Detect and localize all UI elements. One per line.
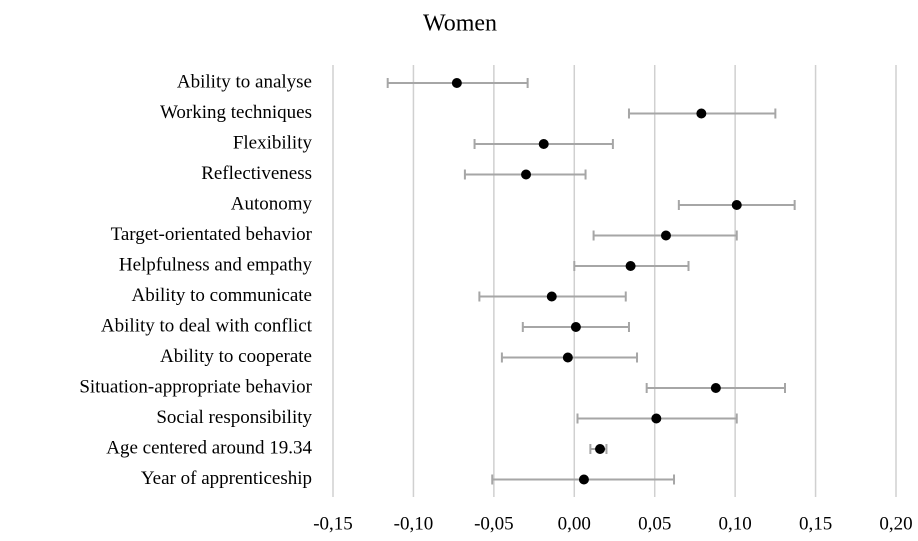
point <box>696 108 707 119</box>
point <box>660 230 671 241</box>
y-tick-label: Ability to cooperate <box>160 346 312 367</box>
x-tick-label: -0,10 <box>394 513 434 534</box>
y-tick-label: Ability to analyse <box>177 71 312 92</box>
y-tick-label: Social responsibility <box>156 407 312 428</box>
point <box>625 261 636 271</box>
point <box>731 200 742 210</box>
point <box>710 383 721 393</box>
point <box>651 413 662 424</box>
x-tick-label: 0,10 <box>719 513 752 534</box>
point <box>562 352 573 363</box>
chart-title: Women <box>423 11 497 37</box>
point <box>570 322 581 332</box>
x-tick-label: 0,05 <box>638 513 671 534</box>
y-tick-label: Target-orientated behavior <box>111 224 313 245</box>
y-tick-label: Flexibility <box>233 132 313 153</box>
y-tick-label: Ability to communicate <box>132 285 312 306</box>
y-tick-label: Reflectiveness <box>201 163 312 184</box>
y-tick-label: Helpfulness and empathy <box>119 254 313 275</box>
x-tick-label: -0,15 <box>313 513 353 534</box>
point <box>451 78 462 88</box>
x-tick-label: 0,00 <box>558 513 591 534</box>
x-tick-label: 0,20 <box>879 513 912 534</box>
x-tick-label: -0,05 <box>474 513 514 534</box>
y-tick-label: Autonomy <box>231 193 313 214</box>
point <box>546 291 557 302</box>
y-tick-label: Working techniques <box>160 102 312 123</box>
y-tick-label: Age centered around 19.34 <box>106 437 312 458</box>
y-tick-label: Year of apprenticeship <box>141 468 312 489</box>
point <box>595 444 606 454</box>
point <box>538 139 549 149</box>
point <box>521 169 532 180</box>
point <box>578 474 589 485</box>
y-tick-label: Situation-appropriate behavior <box>79 376 312 397</box>
x-tick-label: 0,15 <box>799 513 832 534</box>
y-tick-label: Ability to deal with conflict <box>101 315 313 336</box>
